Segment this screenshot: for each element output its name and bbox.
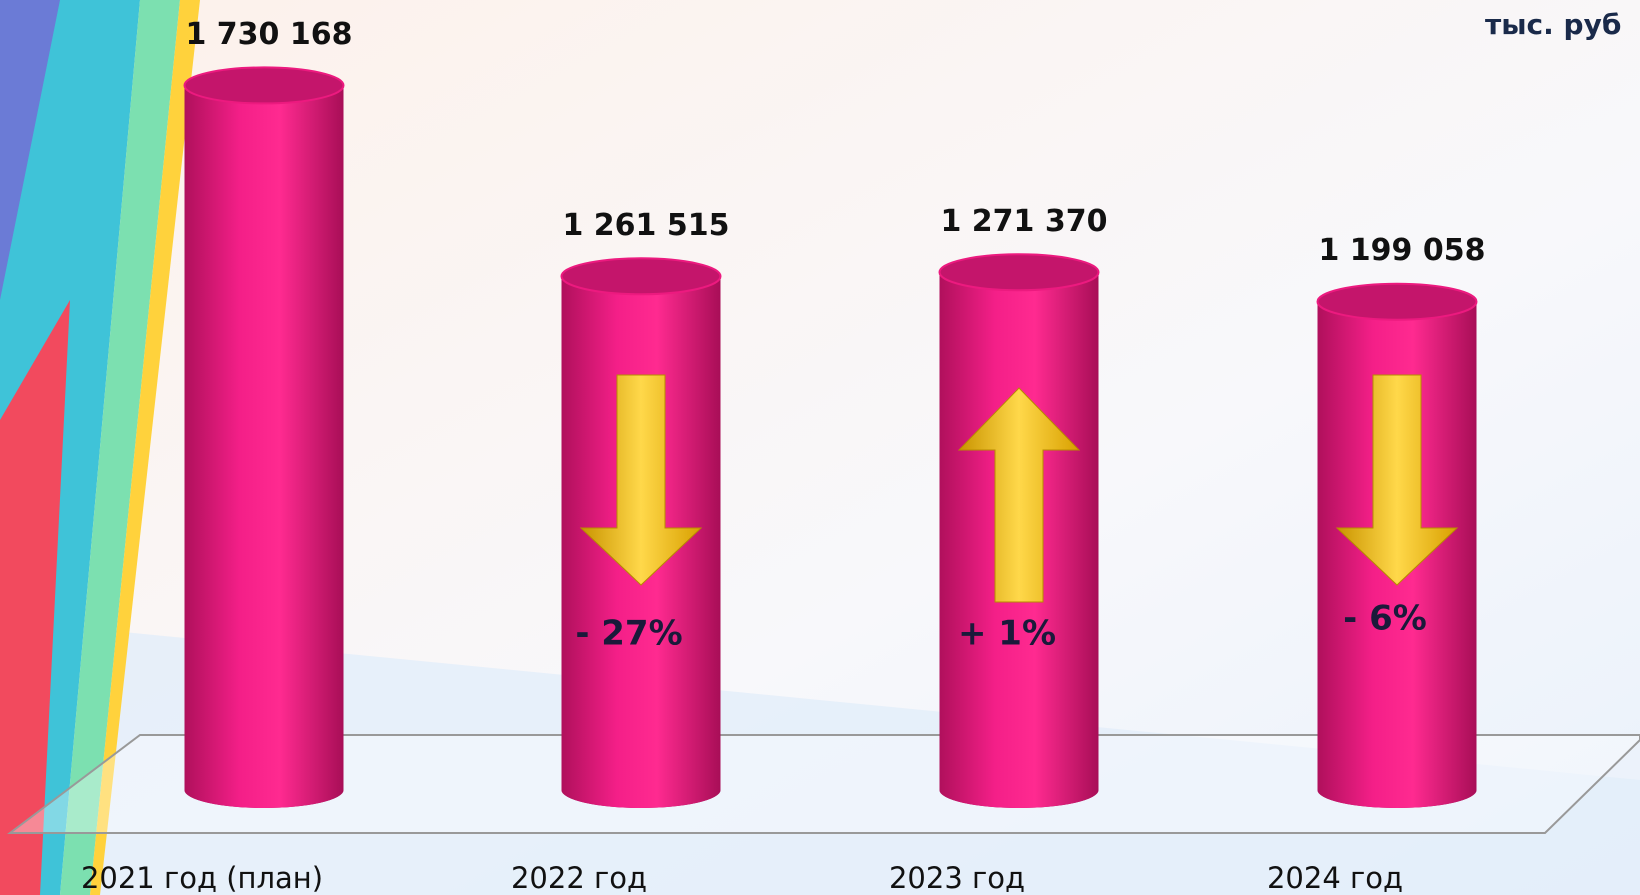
- change-label: - 27%: [575, 614, 682, 654]
- bar-base-front: [561, 772, 721, 808]
- unit-label: тыс. руб: [1485, 8, 1621, 41]
- value-label: 1 730 168: [185, 17, 352, 52]
- bg-stripe: [0, 300, 70, 895]
- change-arrow: [957, 387, 1081, 603]
- bar-top: [938, 253, 1100, 292]
- value-label: 1 261 515: [562, 208, 729, 243]
- bg-stripe: [60, 0, 180, 895]
- change-arrow: [579, 374, 703, 586]
- change-label: + 1%: [958, 614, 1056, 654]
- bar-top: [1316, 282, 1478, 321]
- bg-stripe: [0, 0, 60, 300]
- floor: [7, 734, 1640, 834]
- change-arrow: [1335, 374, 1459, 586]
- x-tick-label: 2023 год: [889, 861, 1025, 895]
- bg-shape: [0, 620, 1640, 895]
- x-tick-label: 2022 год: [511, 861, 647, 895]
- change-label: - 6%: [1343, 599, 1427, 639]
- bar-top: [183, 66, 345, 105]
- bg-stripe: [90, 0, 200, 895]
- x-tick-label: 2024 год: [1267, 861, 1403, 895]
- value-label: 1 199 058: [1318, 233, 1485, 268]
- bar-base-front: [184, 772, 344, 808]
- x-tick-label: 2021 год (план): [81, 861, 323, 895]
- bar-top: [560, 257, 722, 296]
- bar-base-front: [939, 772, 1099, 808]
- value-label: 1 271 370: [940, 204, 1107, 239]
- bar-base-front: [1317, 772, 1477, 808]
- bar: [184, 85, 344, 791]
